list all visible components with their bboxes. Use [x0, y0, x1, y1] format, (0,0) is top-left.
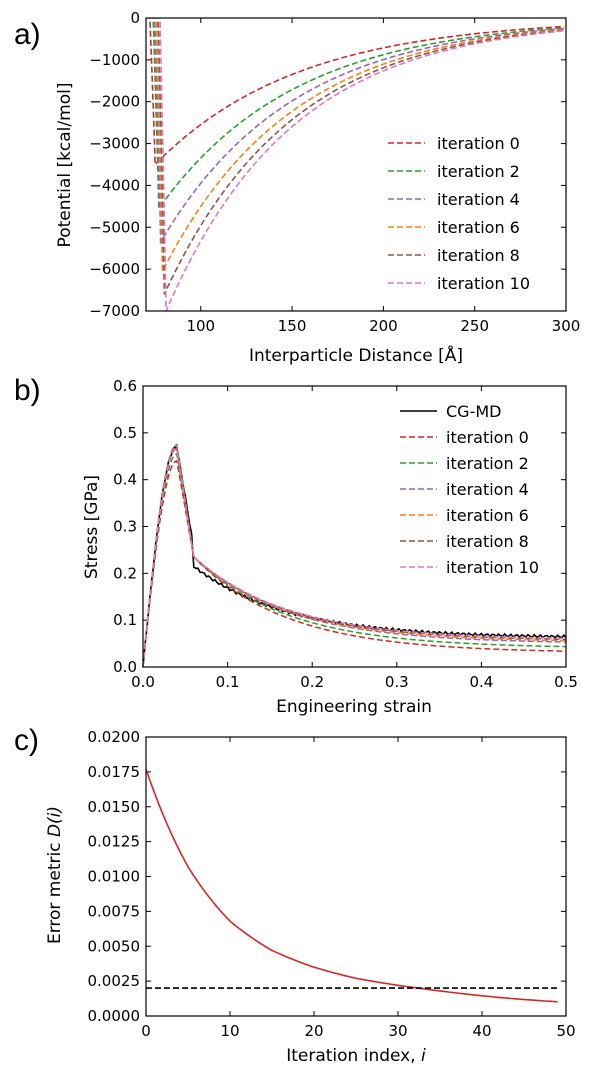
panel-b-ytick-label: 0.6 [113, 377, 137, 395]
panel-a-xtick-label: 150 [278, 317, 307, 335]
panel-a-xtick-label: 300 [552, 317, 581, 335]
panel-b-series-group [142, 443, 567, 668]
panel-b-xtick-label: 0.3 [385, 673, 409, 691]
panel-c-xtick-label: 20 [304, 1022, 323, 1040]
panel-b-ytick-label: 0.5 [113, 424, 137, 442]
panel-a-series-line [153, 18, 566, 245]
panel-b-xtick-label: 0.4 [469, 673, 493, 691]
panel-c-ytick-label: 0.0050 [88, 937, 141, 955]
panel-a-series-group [149, 18, 566, 311]
panel-b-legend-label: iteration 10 [446, 558, 539, 577]
panel-b-ytick-label: 0.1 [113, 611, 137, 629]
panel-b-xtick-label: 0.2 [300, 673, 324, 691]
panel-c-error-chart: 0 10 20 30 40 50 0.0000 0.0025 0.0050 0.0075 0.010… [88, 728, 576, 1040]
panel-c-xtick-label: 40 [472, 1022, 491, 1040]
panel-b-series-line [142, 452, 566, 668]
panel-b-series-line [142, 443, 566, 668]
panel-c-ytick-label: 0.0100 [88, 868, 141, 886]
panel-b-legend-label: iteration 4 [446, 480, 529, 499]
panel-b-legend-label: iteration 6 [446, 506, 529, 525]
panel-b-legend-label: CG-MD [446, 402, 501, 421]
panel-a-series-line [155, 18, 565, 272]
panel-c-ytick-label: 0.0150 [88, 798, 141, 816]
panel-a-ylabel: Potential [kcal/mol] [55, 83, 75, 248]
panel-a-ytick-label: −6000 [89, 260, 140, 278]
panel-b-ylabel: Stress [GPa] [82, 475, 102, 579]
panel-a-ytick-label: −1000 [89, 51, 140, 69]
panel-a-ytick-label: −4000 [89, 176, 140, 194]
panel-c-series-group [145, 768, 558, 1003]
panel-b-legend-label: iteration 0 [446, 428, 529, 447]
panel-c-ylabel: Error metric D(i) [45, 806, 65, 944]
panel-b-frame [142, 385, 567, 668]
panel-b-series-line [142, 459, 566, 668]
panel-b-legend-label: iteration 8 [446, 532, 529, 551]
panel-a-xtick-label: 100 [186, 317, 215, 335]
panel-label-a: a) [14, 18, 41, 51]
panel-a-ytick-label: 0 [130, 9, 140, 27]
panel-b-ytick-label: 0.4 [113, 471, 137, 489]
panel-a-legend-label: iteration 2 [437, 162, 520, 181]
panel-b-stress-chart: 0.0 0.1 0.2 0.3 0.4 0.5 0.0 0.1 0.2 0.3 0.4 0.5 0.6 C… [113, 377, 578, 691]
panel-c-xtick-label: 10 [220, 1022, 239, 1040]
panel-c-ytick-label: 0.0125 [88, 833, 141, 851]
panel-b-series-line [142, 447, 566, 668]
panel-c-xtick-label: 30 [388, 1022, 407, 1040]
panel-label-b: b) [14, 374, 41, 407]
panel-label-c: c) [14, 724, 39, 757]
panel-c-ytick-label: 0.0200 [88, 728, 141, 746]
panel-c-xtick-label: 50 [556, 1022, 575, 1040]
panel-a-series-line [149, 18, 565, 167]
panel-b-xtick-label: 0.5 [554, 673, 578, 691]
panel-a-series-line [159, 18, 565, 311]
panel-c-series-line [145, 768, 558, 1003]
panel-b-xtick-label: 0.0 [131, 673, 155, 691]
panel-c-ytick-label: 0.0025 [88, 972, 141, 990]
panel-a-xlabel: Interparticle Distance [Å] [249, 344, 463, 366]
panel-b-series-line [142, 446, 566, 668]
panel-c-xlabel: Iteration index, i [286, 1046, 426, 1066]
panel-a-legend-label: iteration 8 [437, 246, 520, 265]
panel-a-potential-chart: 100 150 200 250 300 0 −1000 −2000 −3000 −4000 −500… [89, 9, 581, 335]
panel-b-series-line [142, 445, 566, 668]
panel-a-legend-label: iteration 0 [437, 134, 520, 153]
panel-c-xtick-label: 0 [141, 1022, 151, 1040]
panel-c-frame [145, 736, 567, 1017]
panel-b-legend-label: iteration 2 [446, 454, 529, 473]
panel-a-ytick-label: −3000 [89, 135, 140, 153]
panel-a-series-line [157, 18, 566, 295]
panel-a-frame [145, 17, 567, 312]
panel-a-series-line [152, 18, 565, 211]
panel-b-ytick-label: 0.2 [113, 564, 137, 582]
panel-b-ytick-label: 0.3 [113, 518, 137, 536]
panel-a-ytick-label: −7000 [89, 302, 140, 320]
panel-a-legend-label: iteration 10 [437, 274, 530, 293]
panel-a-legend-label: iteration 4 [437, 190, 520, 209]
panel-b-xtick-label: 0.1 [216, 673, 240, 691]
panel-a-legend-label: iteration 6 [437, 218, 520, 237]
panel-a-xtick-label: 200 [369, 317, 398, 335]
panel-a-xtick-label: 250 [460, 317, 489, 335]
panel-b-ytick-label: 0.0 [113, 658, 137, 676]
panel-a-ytick-label: −2000 [89, 93, 140, 111]
panel-b-xlabel: Engineering strain [276, 697, 432, 717]
panel-c-ytick-label: 0.0175 [88, 763, 141, 781]
panel-c-ytick-label: 0.0075 [88, 902, 141, 920]
panel-c-ytick-label: 0.0000 [88, 1007, 141, 1025]
panel-a-ytick-label: −5000 [89, 218, 140, 236]
